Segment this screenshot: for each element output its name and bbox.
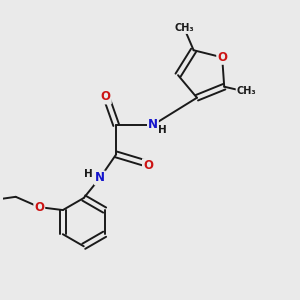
Text: O: O (101, 91, 111, 103)
Text: O: O (34, 201, 44, 214)
Text: O: O (217, 51, 227, 64)
Text: N: N (95, 172, 105, 184)
Text: CH₃: CH₃ (236, 86, 256, 96)
Text: N: N (148, 118, 158, 131)
Text: H: H (158, 125, 167, 135)
Text: H: H (84, 169, 93, 179)
Text: CH₃: CH₃ (175, 23, 195, 33)
Text: O: O (143, 159, 153, 172)
